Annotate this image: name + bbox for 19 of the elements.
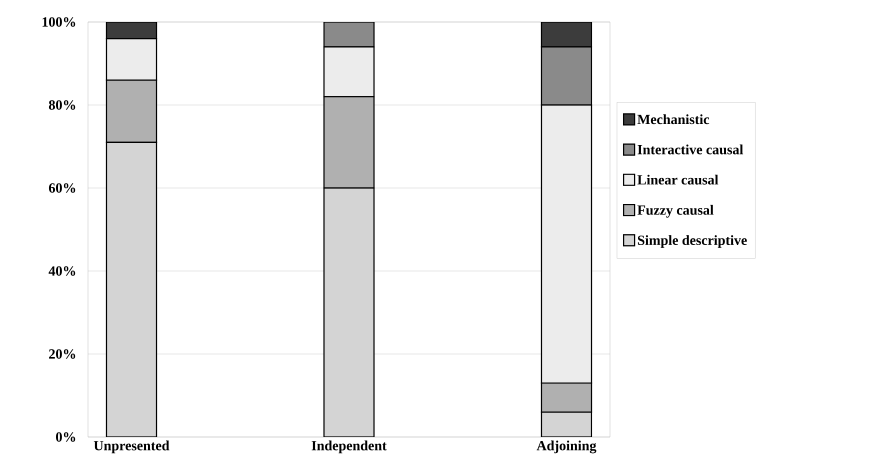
legend-label: Interactive causal [638,144,744,154]
y-tick-label: 0% [56,432,76,442]
y-tick-label: 80% [48,100,76,110]
y-tick-label: 20% [49,349,76,359]
bar [540,22,592,48]
legend-label: Simple descriptive [638,235,747,248]
bar [540,412,592,437]
bar [106,22,158,40]
x-tick-label: Adjoining [536,440,596,454]
bar [540,46,592,106]
x-tick-label: Independent [312,440,387,454]
legend-label: Fuzzy causal [637,204,714,218]
legend-label: Linear causal [637,174,718,185]
legend-label: Mechanistic [637,114,710,124]
y-tick-label: 40% [48,266,76,276]
y-tick-label: 60% [48,183,76,193]
bar [323,22,375,48]
y-tick-label: 100% [42,17,76,27]
x-tick-label: Unpresented [94,440,170,454]
